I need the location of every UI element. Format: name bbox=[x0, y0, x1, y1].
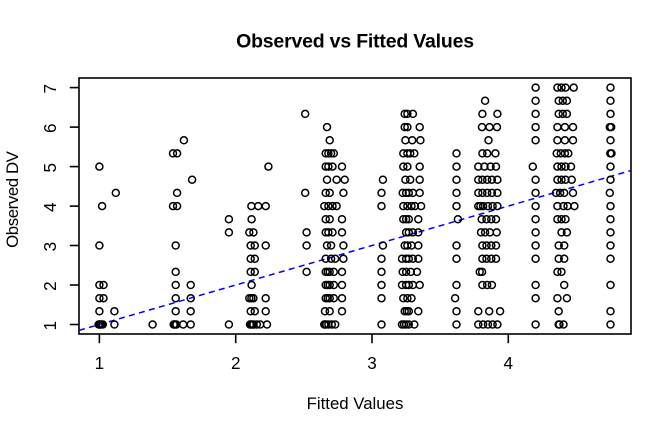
svg-text:3: 3 bbox=[41, 242, 60, 252]
svg-text:4: 4 bbox=[41, 202, 60, 212]
svg-text:1: 1 bbox=[41, 321, 60, 331]
svg-text:1: 1 bbox=[95, 354, 105, 373]
svg-text:Observed vs Fitted Values: Observed vs Fitted Values bbox=[236, 31, 474, 53]
svg-text:5: 5 bbox=[41, 163, 60, 173]
svg-text:3: 3 bbox=[367, 354, 377, 373]
svg-text:2: 2 bbox=[41, 281, 60, 291]
svg-text:4: 4 bbox=[504, 354, 514, 373]
svg-text:6: 6 bbox=[41, 123, 60, 133]
svg-text:Observed DV: Observed DV bbox=[3, 150, 22, 248]
svg-text:7: 7 bbox=[41, 84, 60, 94]
svg-text:Fitted Values: Fitted Values bbox=[307, 394, 404, 413]
svg-text:2: 2 bbox=[231, 354, 241, 373]
